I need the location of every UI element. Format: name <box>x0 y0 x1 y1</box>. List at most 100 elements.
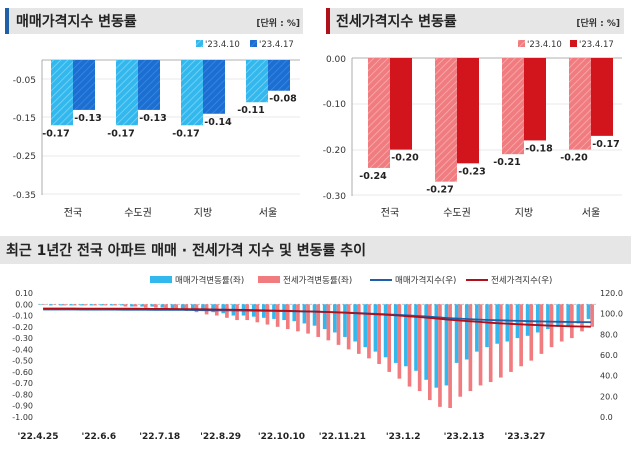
trend-panel-title: 최근 1년간 전국 아파트 매매 · 전세가격 지수 및 변동률 추이 <box>6 242 366 259</box>
jeonse-ytick: -0.20 <box>323 146 347 156</box>
sale-legend-swatch-0410 <box>196 40 203 47</box>
sale-data-label: -0.17 <box>172 128 199 139</box>
sale-change-bar <box>393 304 398 363</box>
sale-change-bar <box>322 304 327 330</box>
sale-data-label: -0.17 <box>42 128 69 139</box>
trend-x-tick: '22.8.29 <box>200 432 241 442</box>
jeonse-change-bar <box>42 304 47 305</box>
trend-x-tick: '23.2.13 <box>444 432 485 442</box>
jeonse-data-label: -0.27 <box>426 185 453 196</box>
sale-category-label: 지방 <box>194 207 212 219</box>
sale-change-bar <box>454 304 459 363</box>
trend-x-tick: '22.7.18 <box>139 432 180 442</box>
jeonse-ytick: -0.30 <box>323 192 347 202</box>
jeonse-change-bar <box>133 304 138 307</box>
sale-panel-title-bar <box>5 8 303 34</box>
jeonse-change-bar <box>407 304 412 387</box>
trend-left-tick: -0.70 <box>12 379 33 388</box>
sale-change-bar <box>404 304 408 367</box>
trend-right-tick: 120.0 <box>600 289 623 298</box>
trend-left-tick: 0.00 <box>15 300 33 309</box>
sale-change-bar <box>201 304 205 312</box>
trend-right-tick: 40.0 <box>600 372 618 381</box>
sale-change-bar <box>89 304 94 306</box>
trend-left-tick: -0.20 <box>12 323 33 332</box>
sale-change-bar <box>190 304 195 310</box>
jeonse-change-bar <box>296 304 300 332</box>
trend-index-lines <box>43 307 591 328</box>
jeonse-change-bar <box>306 304 310 334</box>
sale-category-label: 수도권 <box>124 207 152 219</box>
sale-change-bar <box>363 304 368 348</box>
sale-panel-title: 매매가격지수 변동률 <box>16 13 137 30</box>
trend-right-tick: 0.0 <box>600 413 613 422</box>
sale-data-label: -0.17 <box>107 128 134 139</box>
jeonse-change-bar <box>123 304 128 307</box>
jeonse-data-label: -0.17 <box>592 139 619 150</box>
jeonse-change-bar <box>427 304 432 401</box>
jeonse-change-bar <box>529 304 534 361</box>
sale-bar <box>138 60 160 110</box>
trend-left-tick: -0.90 <box>12 402 33 411</box>
jeonse-data-label: -0.24 <box>359 171 387 182</box>
sale-change-bar <box>434 304 439 388</box>
jeonse-change-bar <box>488 304 493 383</box>
sale-change-bar <box>109 304 114 306</box>
sale-legend-0417: '23.4.17 <box>259 40 294 50</box>
jeonse-bar <box>368 58 390 168</box>
jeonse-bar <box>390 58 412 150</box>
jeonse-change-bar <box>255 304 260 323</box>
sale-legend-swatch-0417 <box>250 40 257 47</box>
trend-left-tick: -1.00 <box>12 413 33 422</box>
sale-data-label: -0.14 <box>204 117 232 128</box>
trend-left-tick: -0.60 <box>12 368 33 377</box>
sale-bar <box>51 60 73 126</box>
sale-change-bar <box>424 304 428 380</box>
jeonse-bar <box>524 58 546 141</box>
jeonse-change-bar <box>438 304 442 407</box>
sale-change-bar <box>170 304 175 309</box>
jeonse-change-bar <box>103 304 107 306</box>
sale-change-bar <box>59 304 63 306</box>
jeonse-change-bar <box>367 304 371 359</box>
trend-left-tick: 0.10 <box>15 289 33 298</box>
trend-legend-jeonse-change: 전세가격변동률(좌) <box>283 275 352 286</box>
jeonse-change-bar <box>265 304 270 325</box>
trend-x-tick: '22.6.6 <box>82 432 117 442</box>
trend-legend-jeonse-index: 전세가격지수(우) <box>491 275 552 286</box>
trend-legend-sale-change: 매매가격변동률(좌) <box>175 275 244 286</box>
jeonse-bar <box>569 58 591 150</box>
jeonse-change-bar <box>316 304 321 337</box>
jeonse-change-bar <box>499 304 503 378</box>
sale-change-bar <box>444 304 449 386</box>
sale-change-bar <box>292 304 297 322</box>
jeonse-legend-swatch-0410 <box>518 40 525 47</box>
trend-right-tick: 20.0 <box>600 392 618 401</box>
trend-left-tick: -0.10 <box>12 312 33 321</box>
trend-legend-swatch-jeonse-change <box>258 276 280 283</box>
jeonse-data-label: -0.20 <box>560 153 588 164</box>
sale-change-bar <box>48 304 53 306</box>
jeonse-change-bar <box>235 304 239 321</box>
sale-change-bar <box>99 304 104 306</box>
jeonse-change-bar <box>590 304 594 327</box>
jeonse-ytick: 0.00 <box>326 55 346 65</box>
sale-change-bar <box>302 304 307 324</box>
sale-change-bar <box>353 304 357 342</box>
jeonse-bar <box>591 58 613 136</box>
jeonse-change-bar <box>417 304 422 392</box>
sale-data-label: -0.13 <box>74 113 101 124</box>
sale-change-bar <box>130 304 134 307</box>
jeonse-panel-title: 전세가격지수 변동률 <box>336 13 457 30</box>
jeonse-bars: -0.24 -0.20 -0.27 -0.23 -0.21 -0.18 -0.20 -0.17 <box>359 58 620 196</box>
jeonse-change-bar <box>184 304 189 312</box>
jeonse-change-panel: 전세가격지수 변동률 [단위 : %] '23.4.10 '23.4.17 0.… <box>323 8 624 219</box>
jeonse-data-label: -0.23 <box>458 166 485 177</box>
sale-data-label: -0.08 <box>269 94 297 105</box>
sale-change-bar <box>556 304 560 327</box>
sale-change-bar <box>140 304 144 307</box>
jeonse-change-bar <box>194 304 199 313</box>
jeonse-change-bar <box>164 304 168 309</box>
sale-change-bar <box>475 304 479 352</box>
jeonse-change-bar <box>519 304 523 367</box>
